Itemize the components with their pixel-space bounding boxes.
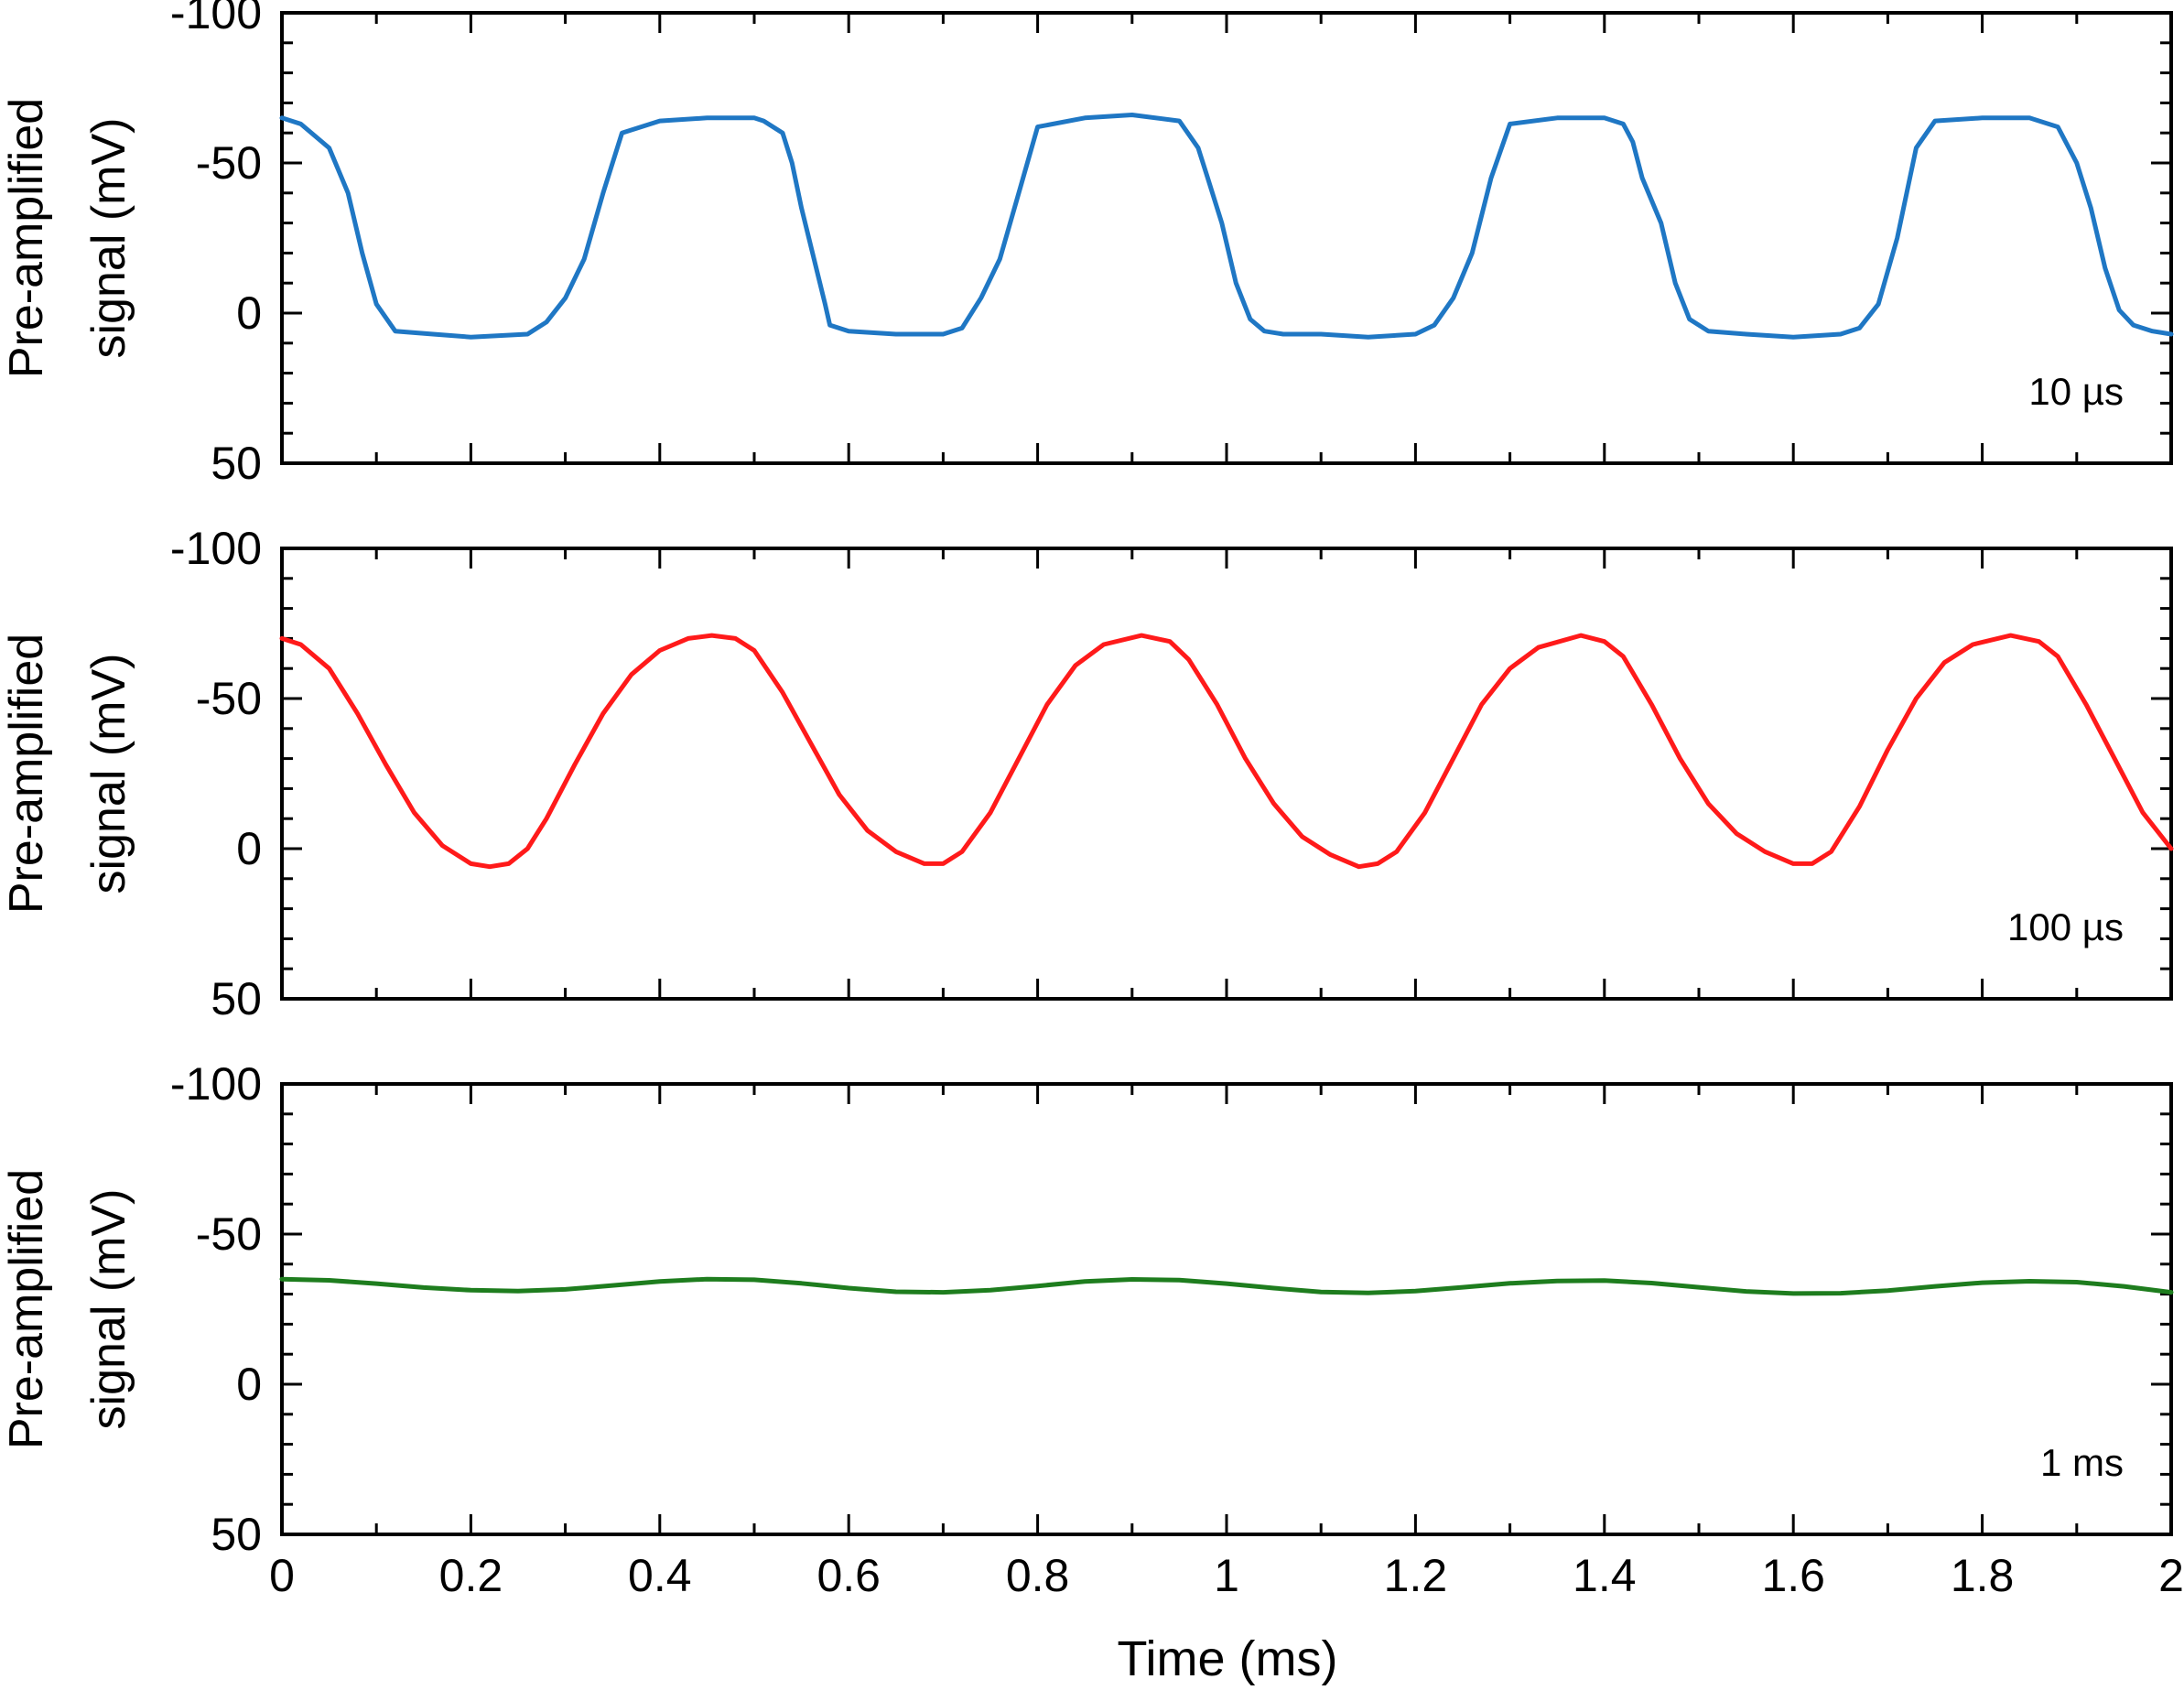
time-scale-annotation: 100 µs <box>2007 905 2124 948</box>
y-tick-label: -50 <box>196 137 262 189</box>
time-scale-annotation: 1 ms <box>2040 1441 2124 1484</box>
x-axis-label: Time (ms) <box>1118 1631 1338 1686</box>
x-tick-label: 1.2 <box>1384 1550 1448 1601</box>
series-line-1 <box>279 633 2174 870</box>
x-tick-label: 0.4 <box>628 1550 692 1601</box>
y-tick-label: 0 <box>236 1359 262 1410</box>
x-tick-label: 0.6 <box>816 1550 881 1601</box>
plot-frame <box>280 1082 2173 1536</box>
y-tick-label: -100 <box>170 523 262 574</box>
series-line-1 <box>279 113 2174 340</box>
y-axis-label-line1: Pre-amplified <box>0 1169 53 1449</box>
y-tick-label: 0 <box>236 287 262 339</box>
x-tick-label: 0.8 <box>1006 1550 1070 1601</box>
chart-panel-2: -100 -50 0 50 Pre-amplified signal (mV) 100 µs <box>0 523 2174 1024</box>
x-tick-label: 1.6 <box>1761 1550 1825 1601</box>
y-tick-label: -100 <box>170 0 262 38</box>
y-axis-label-line1: Pre-amplified <box>0 634 53 914</box>
y-axis-label-line2: signal (mV) <box>82 1189 135 1430</box>
y-tick-label: 50 <box>211 1509 262 1560</box>
y-axis-label: Pre-amplified signal (mV) <box>0 634 135 914</box>
x-tick-label: 0 <box>269 1550 295 1601</box>
y-axis-label-line2: signal (mV) <box>82 118 135 359</box>
x-tick-label: 1 <box>1214 1550 1239 1601</box>
y-tick-label: -50 <box>196 673 262 724</box>
series-line-1 <box>279 1276 2174 1296</box>
time-scale-annotation: 10 µs <box>2028 370 2124 413</box>
x-tick-label: 2 <box>2158 1550 2184 1601</box>
y-axis-label-line2: signal (mV) <box>82 654 135 894</box>
y-axis-label: Pre-amplified signal (mV) <box>0 98 135 378</box>
y-tick-label: 0 <box>236 823 262 874</box>
x-tick-label: 1.4 <box>1573 1550 1637 1601</box>
y-tick-label: -50 <box>196 1208 262 1260</box>
chart-panel-1: -100 -50 0 50 Pre-amplified signal (mV) 10 µs <box>0 0 2174 489</box>
y-tick-label: -100 <box>170 1058 262 1110</box>
y-axis-label-line1: Pre-amplified <box>0 98 53 378</box>
x-tick-label: 1.8 <box>1951 1550 2015 1601</box>
y-axis-label: Pre-amplified signal (mV) <box>0 1169 135 1449</box>
x-tick-label: 0.2 <box>439 1550 503 1601</box>
y-tick-label: 50 <box>211 438 262 489</box>
y-tick-label: 50 <box>211 973 262 1024</box>
plot-frame <box>280 547 2173 1001</box>
